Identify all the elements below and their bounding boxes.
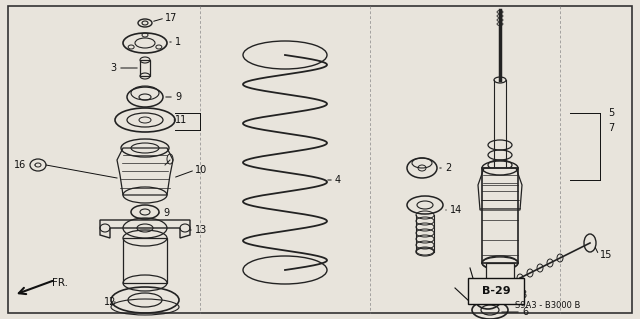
Text: 15: 15 (600, 250, 612, 260)
Text: 9: 9 (175, 92, 181, 102)
Text: 4: 4 (335, 175, 341, 185)
Text: 10: 10 (195, 165, 207, 175)
Text: 11: 11 (175, 115, 188, 125)
Text: 1: 1 (175, 37, 181, 47)
Text: 16: 16 (14, 160, 26, 170)
Text: 3: 3 (110, 63, 116, 73)
Bar (140, 60, 150, 76)
Text: B-29: B-29 (482, 286, 510, 296)
Text: 8: 8 (520, 290, 526, 300)
FancyBboxPatch shape (468, 278, 524, 304)
Bar (123, 238, 167, 283)
Text: 17: 17 (165, 13, 177, 23)
Text: S9A3 - B3000 B: S9A3 - B3000 B (515, 300, 580, 309)
Text: 14: 14 (450, 205, 462, 215)
Text: 13: 13 (195, 225, 207, 235)
Text: 6: 6 (522, 307, 528, 317)
Text: 9: 9 (163, 208, 169, 218)
Text: FR.: FR. (52, 278, 68, 288)
Text: 7: 7 (608, 123, 614, 133)
Text: 2: 2 (445, 163, 451, 173)
Bar (486, 263, 514, 288)
Bar (482, 168, 518, 263)
Text: 12: 12 (104, 297, 116, 307)
Text: 5: 5 (608, 108, 614, 118)
